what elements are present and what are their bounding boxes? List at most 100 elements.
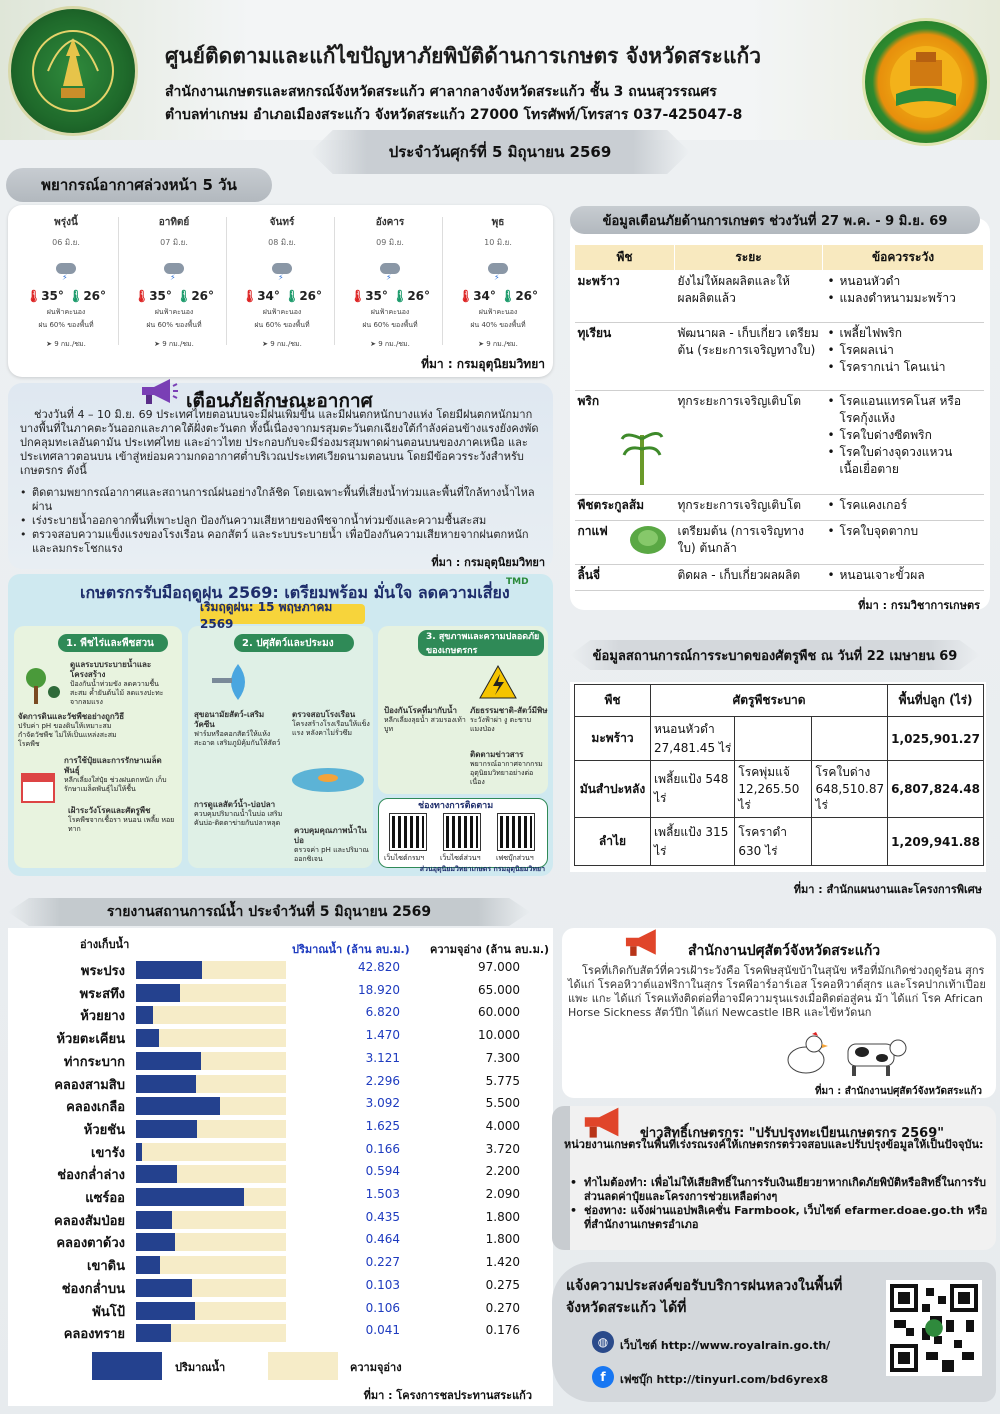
forecast-source: ที่มา : กรมอุตุนิยมวิทยา [421,357,545,371]
wind-arrow-icon: ➤ [262,340,271,348]
cow-icon [847,1039,907,1076]
forecast-condition: ฝนฟ้าคะนอง [46,308,86,316]
rs-s1-item: ดูแลระบบระบายน้ำและโครงสร้าง ป้องกันน้ำท่… [70,660,164,706]
pest-cell: เพลี้ยแป้ง 548 ไร่ [649,760,736,818]
crop-cautions: โรคแคงเกอร์ [822,494,984,521]
reservoir-volume-value: 3.121 [365,1051,400,1065]
table-row: พริก ทุกระยะการเจริญเติบโต โรคแอนแทรคโนส… [574,390,984,495]
farmer-garden-icon [26,668,60,704]
reservoir-capacity-value: 0.275 [485,1278,520,1292]
reservoir-volume-bar [136,984,180,1002]
thunderstorm-icon: ⚡ [270,261,294,282]
crop-stage: พัฒนาผล - เก็บเกี่ยว เตรียมต้น (ระยะการเ… [674,322,823,391]
reservoir-name: ห้วยตะเคียน [56,1032,125,1047]
qr-code-icon [389,813,427,851]
water-col-volume: ปริมาณน้ำ (ล้าน ลบ.ม.) [292,943,410,956]
chicken-icon [787,1032,828,1074]
rs-title: เกษตรกรรับมือฤดูฝน 2569: เตรียมพร้อม มั่… [80,583,510,602]
reservoir-capacity-value: 2.200 [485,1164,520,1178]
megaphone-icon [142,379,178,404]
weather-warning-source: ที่มา : กรมอุตุนิยมวิทยา [431,556,545,569]
forecast-max-temp: 35° [41,289,64,303]
crop-name: ลิ้นจี่ [574,564,675,591]
weather-warning-title: เตือนภัยลักษณะอากาศ [186,390,373,412]
wind-arrow-icon: ➤ [370,340,379,348]
reservoir-name: คลองตาด้วง [56,1236,125,1251]
qr-code-icon[interactable] [886,1280,982,1376]
legend-capacity-label: ความจุอ่าง [350,1361,402,1374]
reservoir-name: คลองสามสิบ [54,1078,125,1093]
forecast-day-card: พุธ 10 มิ.ย. ⚡ 🌡34° 🌡26° ฝนฟ้าคะนอง ฝน 40% ขอ… [444,211,552,353]
forecast-condition: ฝนฟ้าคะนอง [370,308,410,316]
vaccine-drop-icon [212,664,245,700]
reservoir-volume-bar [136,1302,195,1320]
wind-arrow-icon: ➤ [154,340,163,348]
forecast-day-name: พุธ [491,217,505,228]
reservoir-name: ช่องกล่ำล่าง [57,1168,125,1183]
crop-name: มะพร้าว [574,270,675,323]
qr-code-icon [443,813,481,851]
forecast-wind: ➤ 9 กม./ชม. [262,340,302,348]
royal-rain-website-link[interactable]: เว็บไซต์ http://www.royalrain.go.th/ [620,1339,831,1352]
table-row: พืชตระกูลส้ม ทุกระยะการเจริญเติบโต โรคแค… [574,494,984,521]
reservoir-volume-bar [136,1256,160,1274]
rs-section3-header: 3. สุขภาพและความปลอดภัยของเกษตรกร [418,630,544,656]
reservoir-volume-bar [136,961,202,979]
rs-s3-item: ภัยธรรมชาติ-สัตว์มีพิษ ระวังฟ้าผ่า งู ตะข… [470,706,548,733]
rs-s3-item: ป้องกันโรคที่มากับน้ำ หลีกเลี่ยงลุยน้ำ สว… [384,706,466,733]
pest-crop: ลำไย [574,817,651,866]
table-row: ทุเรียน พัฒนาผล - เก็บเกี่ยว เตรียมต้น (… [574,322,984,391]
reservoir-capacity-value: 5.775 [485,1074,520,1088]
rs-channel-label: เฟซบุ๊กส่วนฯ [496,854,534,862]
facebook-icon: f [592,1366,614,1388]
legend-volume-label: ปริมาณน้ำ [175,1361,226,1374]
pest-area: 6,807,824.48 [887,760,984,818]
col-header-crop: พืช [574,244,675,271]
crop-stage: ยังไม่ให้ผลผลิตและให้ผลผลิตแล้ว [674,270,823,323]
reservoir-capacity-bar [136,1211,286,1229]
pest-cell: โรคพุ่มแจ้ 12,265.50 ไร่ [734,760,813,818]
table-row: มะพร้าว หนอนหัวดำ 27,481.45 ไร่ 1,025,90… [574,716,984,761]
pest-area: 1,209,941.88 [887,817,984,866]
reservoir-capacity-value: 65.000 [478,983,520,997]
rights-item: ทำไมต้องทำ: เพื่อไม่ให้เสียสิทธิ์ในการรั… [564,1176,990,1204]
table-row: กาแฟ เตรียมต้น (การเจริญทางใบ) ต้นกล้า โ… [574,520,984,565]
col-header-caution: ข้อควรระวัง [822,244,984,271]
megaphone-icon [584,1107,619,1138]
forecast-day-date: 06 มิ.ย. [52,238,80,247]
rs-s2-item: การดูแลสัตว์น้ำ-บ่อปลา ควบคุมปริมาณน้ำในบ… [194,800,283,827]
reservoir-capacity-value: 4.000 [485,1119,520,1133]
wind-arrow-icon: ➤ [478,340,487,348]
crop-stage: เตรียมต้น (การเจริญทางใบ) ต้นกล้า [674,520,823,565]
col-header-area: พื้นที่ปลูก (ไร่) [887,684,984,717]
reservoir-capacity-value: 3.720 [485,1142,520,1156]
forecast-day-name: อังคาร [375,217,405,228]
royal-rain-facebook-link[interactable]: เฟซบุ๊ก http://tinyurl.com/bd6yrex8 [620,1373,829,1386]
pest-cell [811,716,889,761]
reservoir-volume-bar [136,1324,171,1342]
tmd-logo: TMD [506,577,529,587]
lettuce-illustration [630,526,666,554]
farmer-rights-list: ทำไมต้องทำ: เพื่อไม่ให้เสียสิทธิ์ในการรั… [564,1176,990,1232]
reservoir-volume-value: 2.296 [365,1074,400,1088]
qr-code-pattern [890,1284,978,1372]
table-row: ลำไย เพลี้ยแป้ง 315 ไร่ โรคราดำ 630 ไร่ … [574,817,984,866]
reservoir-capacity-value: 0.270 [485,1301,520,1315]
reservoir-volume-value: 6.820 [365,1005,400,1019]
caution-item: โรคแคงเกอร์ [826,497,981,514]
pest-crop: มันสำปะหลัง [574,760,651,818]
disaster-warning-source: ที่มา : กรมวิชาการเกษตร [858,599,980,612]
header-banner [0,0,1000,140]
reservoir-volume-value: 42.820 [358,960,400,974]
reservoir-capacity-value: 7.300 [485,1051,520,1065]
rs-section2-header: 2. ปศุสัตว์และประมง [234,634,354,652]
forecast-day-name: จันทร์ [269,217,295,228]
forecast-temps: 🌡35° 🌡26° [336,289,444,303]
forecast-wind: ➤ 9 กม./ชม. [46,340,86,348]
reservoir-volume-value: 0.594 [365,1164,400,1178]
forecast-min-temp: 26° [299,289,323,303]
reservoir-capacity-bar [136,1324,286,1342]
livestock-source: ที่มา : สำนักงานปศุสัตว์จังหวัดสระแก้ว [814,1086,982,1097]
royal-rain-title: แจ้งความประสงค์ขอรับบริการฝนหลวงในพื้นที… [566,1278,843,1316]
water-col-name: อ่างเก็บน้ำ [80,938,130,951]
